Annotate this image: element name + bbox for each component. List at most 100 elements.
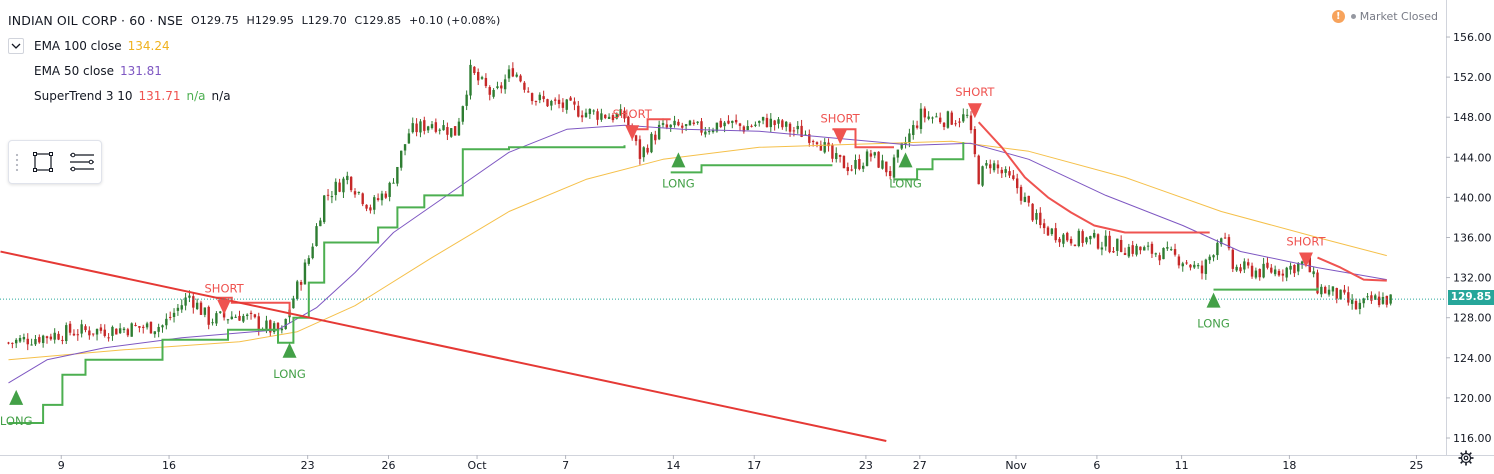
- ema100-value: 134.24: [127, 38, 170, 53]
- candle-body: [1093, 233, 1096, 238]
- candle-body: [665, 124, 669, 128]
- short-signal-label: SHORT: [613, 107, 653, 121]
- x-tick-label: 27: [913, 459, 927, 472]
- symbol-title[interactable]: INDIAN OIL CORP · 60 · NSE: [8, 13, 184, 28]
- candle-body: [115, 328, 118, 335]
- candle-body: [796, 125, 799, 130]
- candle-body: [773, 120, 776, 126]
- candle-body: [981, 166, 984, 186]
- gear-icon[interactable]: [1458, 450, 1474, 466]
- y-tick-label: 152.00: [1453, 71, 1492, 84]
- candle-body: [1104, 235, 1107, 247]
- indicator-supertrend[interactable]: SuperTrend 3 10 131.71 n/a n/a: [8, 83, 504, 108]
- candle-body: [804, 134, 807, 136]
- candle-body: [188, 295, 191, 298]
- candle-body: [900, 143, 903, 149]
- candle-body: [1281, 273, 1285, 276]
- candle-body: [946, 111, 950, 128]
- candle-body: [361, 193, 364, 205]
- candle-body: [1231, 249, 1234, 269]
- low-value: L129.70: [301, 14, 347, 27]
- candle-body: [84, 326, 87, 331]
- candle-body: [403, 144, 407, 151]
- candle-body: [815, 142, 819, 145]
- candle-body: [199, 302, 203, 315]
- candle-body: [442, 125, 445, 131]
- candle-body: [1135, 245, 1138, 255]
- candle-body: [165, 318, 168, 326]
- candle-body: [1339, 289, 1342, 300]
- candle-body: [323, 195, 326, 223]
- candle-body: [315, 226, 318, 247]
- drag-handle-icon[interactable]: [15, 153, 19, 171]
- candle-body: [1297, 263, 1300, 272]
- candle-body: [296, 281, 299, 300]
- short-signal-arrow-icon: [1298, 252, 1313, 268]
- candle-body: [400, 150, 403, 168]
- candle-body: [392, 182, 395, 184]
- indicator-ema50[interactable]: EMA 50 close 131.81: [8, 58, 504, 83]
- candle-body: [426, 126, 430, 131]
- x-tick-label: 25: [1409, 459, 1423, 472]
- candle-body: [15, 339, 18, 344]
- candle-body: [34, 339, 37, 345]
- lines-tool-icon[interactable]: [69, 150, 95, 174]
- y-tick-label: 132.00: [1453, 272, 1492, 285]
- candle-body: [1277, 270, 1281, 276]
- candle-body: [68, 323, 72, 333]
- candle-body: [269, 320, 272, 333]
- candle-body: [530, 93, 534, 102]
- candle-body: [477, 71, 480, 81]
- candle-body: [688, 120, 692, 126]
- candle-body: [122, 328, 126, 331]
- candle-body: [1331, 286, 1335, 292]
- candle-body: [280, 328, 284, 331]
- market-status[interactable]: ! Market Closed: [1331, 10, 1438, 23]
- supertrend-value: 131.71: [138, 88, 181, 103]
- candle-body: [942, 122, 946, 127]
- drawing-toolbar[interactable]: [8, 140, 102, 184]
- trend-line: [0, 250, 887, 442]
- candle-body: [1370, 295, 1373, 301]
- y-tick-label: 140.00: [1453, 191, 1492, 204]
- candle-body: [877, 151, 880, 168]
- candle-body: [1362, 298, 1365, 304]
- candle-body: [1320, 286, 1323, 295]
- y-tick-label: 156.00: [1453, 31, 1492, 44]
- candle-body: [873, 152, 876, 156]
- candle-body: [534, 101, 538, 103]
- candle-body: [896, 149, 900, 158]
- candle-body: [49, 336, 53, 340]
- chevron-down-icon[interactable]: [8, 37, 24, 54]
- long-signal-arrow-icon: [282, 342, 297, 358]
- candle-body: [419, 121, 422, 133]
- indicator-ema100[interactable]: EMA 100 close 134.24: [8, 33, 504, 58]
- rectangle-tool-icon[interactable]: [31, 150, 55, 174]
- candle-body: [411, 123, 414, 133]
- candle-body: [238, 315, 241, 321]
- candle-body: [1039, 212, 1042, 226]
- candle-body: [719, 120, 722, 128]
- supertrend-short-line: [628, 118, 671, 131]
- candle-body: [61, 339, 64, 341]
- y-tick-label: 144.00: [1453, 151, 1492, 164]
- long-signal-arrow-icon: [9, 389, 24, 405]
- y-tick-label: 116.00: [1453, 432, 1492, 445]
- y-tick-label: 120.00: [1453, 392, 1492, 405]
- candle-body: [912, 125, 915, 136]
- candle-body: [1200, 265, 1204, 274]
- candle-body: [908, 133, 911, 144]
- candle-body: [172, 312, 176, 317]
- candle-body: [684, 124, 688, 127]
- close-value: C129.85: [354, 14, 402, 27]
- candle-body: [1146, 245, 1150, 247]
- candle-body: [869, 153, 873, 157]
- candle-body: [715, 122, 719, 132]
- candle-body: [496, 86, 499, 89]
- candle-body: [126, 329, 130, 336]
- candle-body: [30, 344, 33, 346]
- candle-body: [492, 89, 495, 97]
- candle-body: [1212, 255, 1215, 258]
- candle-body: [153, 331, 156, 335]
